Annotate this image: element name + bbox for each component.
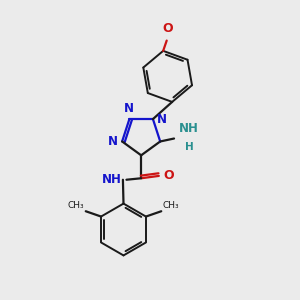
Text: CH₃: CH₃ xyxy=(163,201,179,210)
Text: N: N xyxy=(124,102,134,115)
Text: O: O xyxy=(164,169,174,182)
Text: O: O xyxy=(163,22,173,35)
Text: N: N xyxy=(157,112,167,126)
Text: NH: NH xyxy=(102,172,122,186)
Text: NH: NH xyxy=(178,122,198,135)
Text: H: H xyxy=(185,142,194,152)
Text: N: N xyxy=(108,135,118,148)
Text: CH₃: CH₃ xyxy=(68,201,84,210)
